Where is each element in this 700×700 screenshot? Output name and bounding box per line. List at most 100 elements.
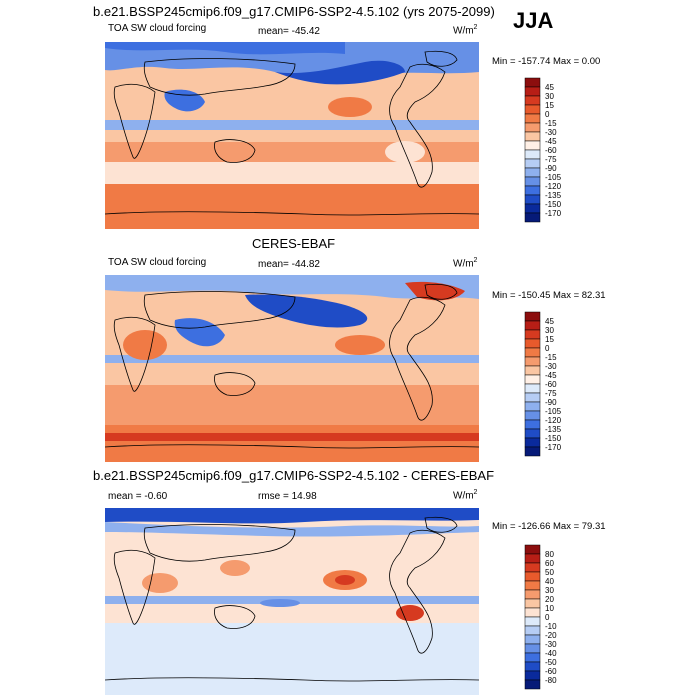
colorbar-swatch [525,644,540,653]
colorbar-swatch [525,671,540,680]
colorbar-tick-label: 0 [545,613,550,622]
colorbar-tick-label: -105 [545,407,562,416]
panel-1-colorbar: 4530150-15-30-45-60-75-90-105-120-135-15… [525,78,585,228]
season-label: JJA [513,8,553,34]
colorbar-swatch [525,330,540,339]
panel-1-variable-label: TOA SW cloud forcing [108,23,206,34]
colorbar-tick-label: -30 [545,128,557,137]
colorbar-tick-label: -15 [545,119,557,128]
panel-3-minmax: Min = -126.66 Max = 79.31 [492,521,606,532]
colorbar-swatch [525,581,540,590]
colorbar-swatch [525,87,540,96]
colorbar-swatch [525,563,540,572]
colorbar-tick-label: -90 [545,398,557,407]
colorbar-swatch [525,662,540,671]
colorbar-tick-label: -60 [545,667,557,676]
colorbar-tick-label: 45 [545,83,554,92]
colorbar-swatch [525,123,540,132]
colorbar-swatch [525,96,540,105]
colorbar-tick-label: -75 [545,389,557,398]
colorbar-tick-label: -150 [545,434,562,443]
colorbar-swatch [525,680,540,689]
colorbar-tick-label: 20 [545,595,554,604]
colorbar-swatch [525,213,540,222]
colorbar-tick-label: 0 [545,110,550,119]
colorbar-swatch [525,447,540,456]
colorbar-swatch [525,626,540,635]
colorbar-tick-label: 45 [545,317,554,326]
colorbar-tick-label: -120 [545,416,562,425]
colorbar-tick-label: -90 [545,164,557,173]
colorbar-swatch [525,420,540,429]
colorbar-tick-label: -60 [545,146,557,155]
colorbar-swatch [525,393,540,402]
panel-2-mean-label: mean= -44.82 [258,259,320,270]
southern-ocean-band [105,184,479,229]
colorbar-tick-label: -120 [545,182,562,191]
panel-2-title: CERES-EBAF [252,236,335,251]
colorbar-tick-label: 0 [545,344,550,353]
colorbar-swatch [525,554,540,563]
panel-1-units: W/m2 [453,24,477,36]
colorbar-swatch [525,321,540,330]
colorbar-swatch [525,339,540,348]
panel-3-rmse-label: rmse = 14.98 [258,491,317,502]
colorbar-tick-label: -15 [545,353,557,362]
colorbar-tick-label: 10 [545,604,554,613]
colorbar-tick-label: 15 [545,335,554,344]
colorbar-swatch [525,312,540,321]
colorbar-tick-label: -135 [545,425,562,434]
panel-2-colorbar: 4530150-15-30-45-60-75-90-105-120-135-15… [525,312,585,462]
panel-3-title: b.e21.BSSP245cmip6.f09_g17.CMIP6-SSP2-4.… [93,468,494,483]
colorbar-tick-label: -80 [545,676,557,685]
colorbar-tick-label: -10 [545,622,557,631]
colorbar-swatch [525,572,540,581]
panel-2-map [105,275,479,462]
colorbar-tick-label: -60 [545,380,557,389]
colorbar-swatch [525,204,540,213]
colorbar-swatch [525,141,540,150]
colorbar-tick-label: -105 [545,173,562,182]
colorbar-tick-label: 40 [545,577,554,586]
colorbar-tick-label: 30 [545,326,554,335]
colorbar-swatch [525,635,540,644]
colorbar-tick-label: 50 [545,568,554,577]
colorbar-tick-label: 15 [545,101,554,110]
colorbar-swatch [525,105,540,114]
colorbar-tick-label: -150 [545,200,562,209]
colorbar-tick-label: -30 [545,640,557,649]
colorbar-swatch [525,132,540,141]
colorbar-swatch [525,159,540,168]
panel-2-variable-label: TOA SW cloud forcing [108,257,206,268]
colorbar-tick-label: -30 [545,362,557,371]
panel-3-map [105,508,479,695]
colorbar-tick-label: -170 [545,209,562,218]
colorbar-tick-label: -135 [545,191,562,200]
colorbar-tick-label: -50 [545,658,557,667]
colorbar-swatch [525,348,540,357]
colorbar-swatch [525,590,540,599]
colorbar-swatch [525,357,540,366]
colorbar-swatch [525,177,540,186]
colorbar-tick-label: -45 [545,137,557,146]
colorbar-tick-label: 30 [545,586,554,595]
colorbar-swatch [525,150,540,159]
colorbar-tick-label: 30 [545,92,554,101]
colorbar-swatch [525,366,540,375]
panel-1-mean-label: mean= -45.42 [258,26,320,37]
colorbar-swatch [525,411,540,420]
colorbar-swatch [525,384,540,393]
colorbar-swatch [525,186,540,195]
colorbar-tick-label: 60 [545,559,554,568]
colorbar-swatch [525,438,540,447]
panel-3-units: W/m2 [453,489,477,501]
panel-2-units: W/m2 [453,257,477,269]
colorbar-tick-label: -170 [545,443,562,452]
colorbar-tick-label: -75 [545,155,557,164]
colorbar-swatch [525,195,540,204]
colorbar-swatch [525,429,540,438]
colorbar-swatch [525,608,540,617]
colorbar-tick-label: -45 [545,371,557,380]
colorbar-swatch [525,617,540,626]
